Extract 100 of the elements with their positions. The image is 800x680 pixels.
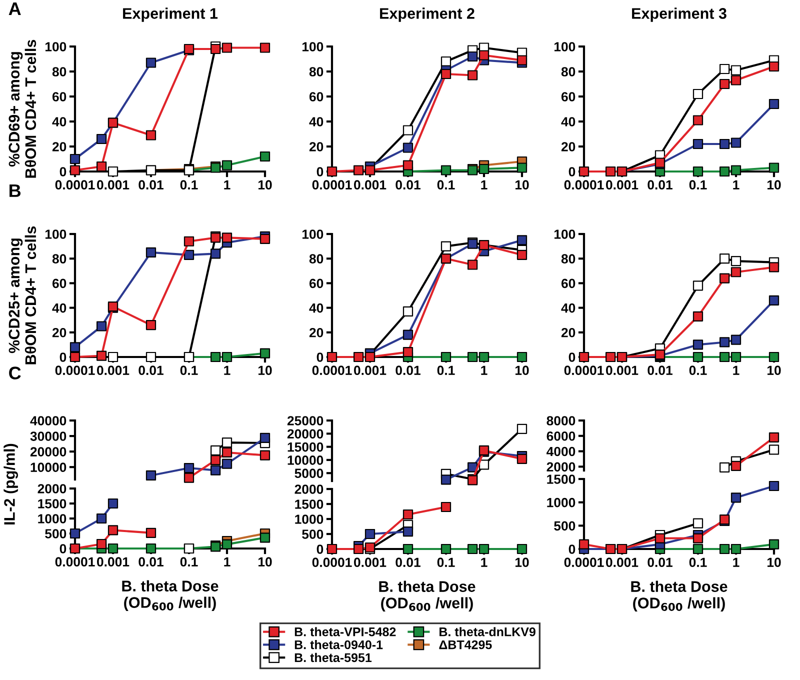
- y-tick-label: 1000: [295, 514, 324, 524]
- x-tick-label: 1: [224, 557, 230, 566]
- x-tick-label: 0.1: [437, 180, 455, 190]
- y-tick-label: 1500: [38, 499, 66, 508]
- y-tick-label: 2000: [294, 484, 324, 494]
- y-tick-label: 20: [309, 328, 324, 338]
- y-tick-label: 100: [302, 42, 324, 52]
- y-tick-label: 80: [561, 67, 576, 76]
- x-tick-label: 0.1: [437, 558, 455, 568]
- x-tick-label: 1: [733, 180, 740, 190]
- y-tick-label: 6000: [546, 431, 576, 441]
- x-tick-label: 0.01: [138, 557, 164, 567]
- x-tick-label: 0.0001: [564, 366, 604, 376]
- y-tick-label: 40: [52, 117, 66, 126]
- x-tick-label: 0.001: [97, 180, 130, 190]
- y-tick-label: 1000: [547, 498, 576, 508]
- x-tick-label: 0.001: [606, 558, 638, 568]
- x-axis-title: B. theta Dose (OD$_{600}$ /well): [631, 580, 728, 612]
- y-tick-label: 10000: [288, 456, 324, 465]
- y-tick-label: 20000: [30, 447, 66, 456]
- y-tick-label: 0: [568, 352, 576, 362]
- y-tick-label: 20: [52, 328, 66, 338]
- x-tick-label: 0.0001: [55, 366, 95, 376]
- x-tick-label: 0.01: [396, 366, 420, 376]
- y-tick-label: 80: [561, 254, 576, 264]
- y-tick-label: 60: [561, 278, 576, 288]
- y-tick-label: 40: [309, 117, 324, 126]
- y-tick-label: 2000: [38, 484, 66, 494]
- y-tick-label: 2000: [546, 462, 576, 472]
- y-tick-label: 4000: [546, 446, 576, 456]
- x-tick-label: 0.1: [689, 366, 707, 376]
- x-tick-label: 0.001: [606, 180, 638, 190]
- y-tick-label: 15000: [288, 442, 324, 452]
- y-tick-label: 40000: [30, 416, 66, 426]
- x-tick-label: 0.01: [648, 558, 672, 568]
- x-tick-label: 0.0001: [564, 558, 604, 568]
- y-tick-label: 1500: [547, 474, 576, 484]
- x-tick-label: 0.0001: [55, 180, 95, 190]
- x-tick-label: 0.0001: [312, 180, 352, 190]
- legend-label: B. theta-dnLKV9: [440, 627, 536, 636]
- y-tick-label: 60: [52, 278, 66, 288]
- x-tick-label: 0.01: [138, 366, 164, 376]
- x-tick-label: 0.001: [606, 366, 638, 376]
- x-tick-label: 1: [481, 180, 488, 190]
- x-tick-label: 0.1: [437, 366, 455, 376]
- x-tick-label: 10: [515, 366, 529, 376]
- y-axis-title: IL-2 (pg/ml): [4, 444, 18, 524]
- x-tick-label: 1: [733, 366, 740, 375]
- x-tick-label: 10: [515, 180, 529, 190]
- y-axis-title: %CD25+ among BθOM CD4+ T cells: [8, 226, 36, 364]
- x-tick-label: 0.0001: [312, 366, 352, 376]
- legend-label: B. theta-VPI-5482: [294, 627, 396, 636]
- y-tick-label: 0: [60, 544, 66, 554]
- y-tick-label: 30000: [30, 432, 66, 441]
- x-tick-label: 10: [767, 366, 781, 376]
- y-tick-label: 25000: [287, 416, 324, 426]
- y-tick-label: 0: [316, 352, 324, 362]
- x-tick-label: 0.001: [354, 558, 386, 568]
- y-tick-label: 0: [568, 167, 576, 176]
- y-tick-label: 0: [316, 544, 324, 554]
- x-tick-label: 0.001: [354, 180, 386, 190]
- x-tick-label: 0.01: [648, 366, 672, 376]
- x-tick-label: 1: [481, 366, 488, 375]
- y-tick-label: 100: [554, 230, 576, 239]
- y-tick-label: 500: [554, 521, 576, 531]
- chart-title: Experiment 2: [380, 8, 474, 22]
- x-tick-label: 0.001: [97, 366, 130, 376]
- x-tick-label: 0.1: [689, 558, 707, 568]
- x-tick-label: 0.1: [180, 557, 198, 567]
- text: A: [8, 2, 21, 15]
- x-tick-label: 0.0001: [312, 558, 352, 568]
- legend-label: B. theta-5951: [294, 652, 372, 662]
- y-tick-label: 20: [561, 142, 576, 152]
- y-tick-label: 10000: [30, 462, 66, 472]
- y-axis-title: %CD69+ among BθOM CD4+ T cells: [8, 40, 36, 178]
- x-tick-label: 10: [258, 366, 272, 376]
- x-tick-label: 10: [258, 180, 272, 190]
- y-tick-label: 60: [309, 278, 324, 288]
- y-tick-label: 80: [309, 67, 324, 76]
- y-tick-label: 100: [302, 230, 324, 239]
- x-tick-label: 0.1: [180, 366, 198, 376]
- x-tick-label: 10: [767, 558, 781, 568]
- legend-label: ΔBT4295: [439, 640, 492, 650]
- x-tick-label: 0.0001: [55, 557, 95, 567]
- y-tick-label: 0: [60, 167, 66, 176]
- y-tick-label: 8000: [546, 416, 576, 426]
- y-tick-label: 40: [561, 303, 576, 313]
- y-tick-label: 5000: [294, 468, 324, 478]
- x-tick-label: 10: [767, 180, 781, 190]
- x-tick-label: 0.01: [648, 180, 672, 190]
- x-tick-label: 0.1: [180, 180, 198, 190]
- x-tick-label: 1: [733, 558, 740, 567]
- text: C: [9, 366, 21, 380]
- y-tick-label: 80: [309, 254, 324, 264]
- y-tick-label: 1000: [38, 514, 66, 524]
- x-axis-title: B. theta Dose (OD$_{600}$ /well): [379, 580, 476, 612]
- y-tick-label: 20000: [287, 429, 324, 439]
- x-tick-label: 0.1: [689, 180, 707, 190]
- chart-title: Experiment 3: [632, 8, 726, 22]
- x-tick-label: 10: [258, 557, 272, 567]
